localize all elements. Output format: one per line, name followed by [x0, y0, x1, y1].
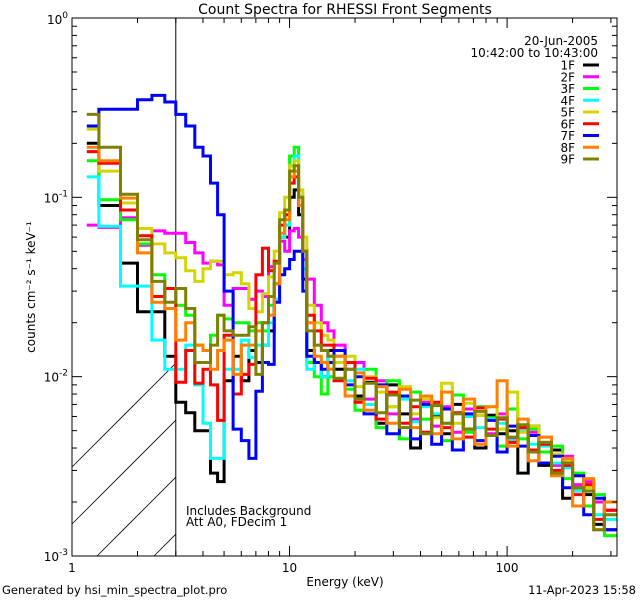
axis-ticks: [71, 17, 617, 557]
y-tick-base: 10: [44, 550, 59, 564]
annotation-attenuator: Att A0, FDecim 1: [186, 515, 287, 529]
plot-frame: [71, 17, 618, 557]
legend-label: 1F: [560, 59, 575, 73]
series-line-1F: [86, 141, 617, 532]
y-tick-exponent: -2: [59, 369, 68, 379]
series-line-3F: [86, 145, 617, 538]
y-tick-base: 10: [44, 191, 59, 205]
legend-item-4F: 4F: [560, 94, 599, 108]
y-tick-exponent: -1: [59, 189, 68, 199]
legend-item-6F: 6F: [560, 117, 599, 131]
hatch-line: [153, 533, 177, 557]
legend-label: 4F: [560, 94, 575, 108]
hatched-region: [71, 362, 177, 557]
y-tick-label: 10-1: [44, 189, 68, 205]
legend-date: 20-Jun-2005: [524, 34, 598, 48]
legend-time-range: 10:42:00 to 10:43:00: [471, 46, 598, 60]
legend-label: 3F: [560, 82, 575, 96]
footer-generated-by: Generated by hsi_min_spectra_plot.pro: [2, 583, 227, 597]
legend-item-8F: 8F: [560, 141, 599, 155]
hatch-line: [71, 362, 177, 468]
y-tick-exponent: -3: [59, 548, 68, 558]
y-tick-label: 100: [47, 11, 68, 27]
y-tick-exponent: 0: [62, 11, 68, 21]
y-tick-base: 10: [47, 13, 62, 27]
x-tick-label: 10: [282, 561, 297, 575]
y-tick-label: 10-2: [44, 369, 68, 385]
annotation-background: Includes Background: [186, 504, 311, 518]
series-line-8F: [86, 145, 617, 532]
series-line-6F: [86, 150, 617, 521]
y-tick-base: 10: [44, 371, 59, 385]
legend-item-5F: 5F: [560, 106, 599, 120]
y-tick-label: 10-3: [44, 548, 68, 564]
y-axis-label: counts cm⁻² s⁻¹ keV⁻¹: [24, 221, 38, 353]
footer-timestamp: 11-Apr-2023 15:58: [528, 583, 636, 597]
legend-label: 7F: [560, 129, 575, 143]
x-tick-label: 1: [68, 561, 76, 575]
legend-label: 2F: [560, 70, 575, 84]
legend-label: 6F: [560, 117, 575, 131]
legend-item-7F: 7F: [560, 129, 599, 143]
legend-label: 9F: [560, 153, 575, 167]
legend-label: 8F: [560, 141, 575, 155]
series-line-7F: [86, 93, 617, 532]
chart-title: Count Spectra for RHESSI Front Segments: [198, 2, 492, 18]
x-axis-label: Energy (keV): [306, 575, 383, 589]
legend-item-3F: 3F: [560, 82, 599, 96]
x-tick-label: 100: [496, 561, 519, 575]
legend-label: 5F: [560, 106, 575, 120]
legend-item-9F: 9F: [560, 153, 599, 167]
series-layer: [86, 93, 617, 538]
hatch-line: [71, 419, 177, 525]
series-line-9F: [86, 112, 617, 532]
legend-item-1F: 1F: [560, 59, 599, 73]
hatch-line: [96, 476, 177, 557]
legend-item-2F: 2F: [560, 70, 599, 84]
